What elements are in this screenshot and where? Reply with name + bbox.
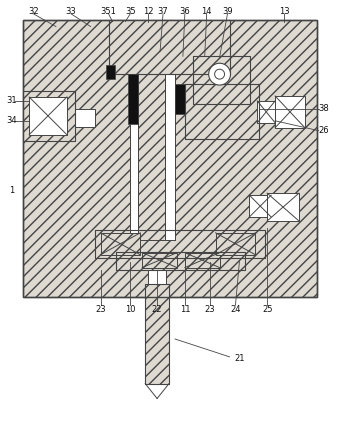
Bar [165,74,175,240]
Bar [138,74,165,240]
Text: 26: 26 [318,126,329,135]
Bar [193,56,250,104]
Bar [145,284,169,384]
Bar [23,20,317,297]
Bar [275,96,305,128]
Bar [267,193,299,221]
Bar [175,84,185,114]
Text: 32: 32 [28,7,38,16]
Bar [257,101,275,123]
Bar [193,56,250,104]
Bar [128,74,138,124]
Text: 23: 23 [95,305,106,314]
Bar [75,109,95,127]
Text: 10: 10 [125,305,136,314]
Text: 14: 14 [201,7,212,16]
Bar [116,252,245,270]
Text: 31: 31 [6,96,17,105]
Text: 22: 22 [152,305,162,314]
Text: 36: 36 [179,7,190,16]
Text: 38: 38 [318,104,329,114]
Text: 39: 39 [222,7,233,16]
Text: 25: 25 [262,305,273,314]
Text: 35: 35 [125,7,136,16]
Text: 33: 33 [65,7,76,16]
Text: 24: 24 [230,305,241,314]
Bar [29,97,67,135]
Bar [138,74,165,240]
Text: 1: 1 [9,186,14,195]
Circle shape [209,63,231,85]
Bar [130,74,138,240]
Bar [101,233,140,255]
Text: 11: 11 [180,305,190,314]
Text: 23: 23 [204,305,215,314]
Bar [142,253,177,267]
Bar [23,91,75,141]
Text: 21: 21 [234,354,245,363]
Text: 351: 351 [101,7,116,16]
Bar [216,233,255,255]
Bar [105,65,116,79]
Bar [108,20,231,74]
Bar [108,20,231,74]
Text: 37: 37 [158,7,168,16]
Bar [185,84,259,138]
Text: 34: 34 [6,116,17,125]
Bar [95,230,265,258]
Bar [95,230,265,258]
Text: 13: 13 [279,7,290,16]
Bar [148,270,166,284]
Bar [145,284,169,384]
Bar [185,253,220,267]
Bar [250,195,271,217]
Bar [23,91,75,141]
Bar [185,84,259,138]
Bar [23,20,317,297]
Bar [116,252,245,270]
Text: 12: 12 [143,7,154,16]
